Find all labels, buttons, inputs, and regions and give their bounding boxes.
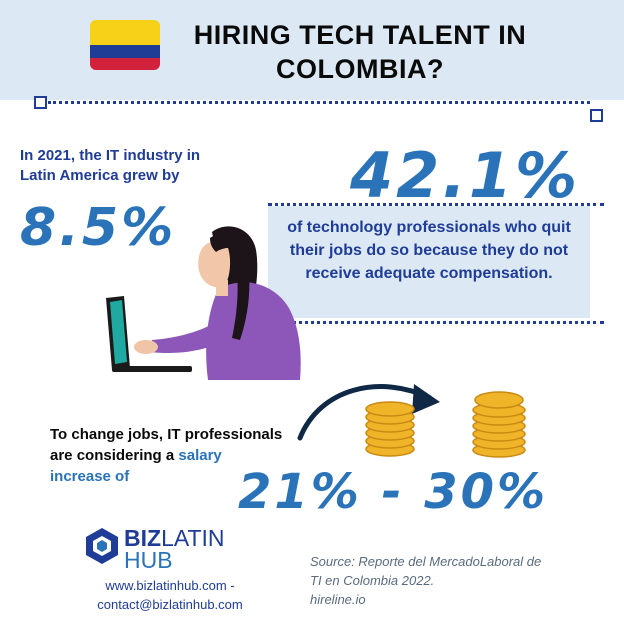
contact-info: www.bizlatinhub.com - contact@bizlatinhu… (60, 576, 280, 614)
growth-line-2: Latin America grew by (20, 167, 180, 184)
divider-dotted-line (48, 101, 590, 104)
quit-text-box (268, 206, 590, 318)
email-link[interactable]: contact@bizlatinhub.com (97, 597, 243, 612)
website-link[interactable]: www.bizlatinhub.com - (105, 578, 235, 593)
source-line-3: hireline.io (310, 592, 366, 607)
salary-highlight: salary (178, 447, 222, 464)
bizlatinhub-logo-icon (86, 528, 118, 564)
quit-value: 42.1% (350, 139, 581, 212)
salary-line-1: To change jobs, IT professionals (50, 426, 283, 443)
quit-text: of technology professionals who quit the… (287, 219, 571, 282)
coin-stack-small-icon (365, 401, 415, 457)
source-line-2: TI en Colombia 2022. (310, 573, 435, 588)
divider-square-icon (34, 96, 47, 109)
source-line-1: Source: Reporte del MercadoLaboral de (310, 554, 542, 569)
salary-line-2-prefix: are considering a (50, 447, 179, 464)
divider-square-icon (590, 109, 603, 122)
title-line-1: HIRING TECH TALENT IN (193, 20, 527, 50)
logo-latin: LATIN (161, 525, 225, 551)
quit-dotted-line-bottom (268, 321, 604, 324)
logo-wordmark: BIZLATIN (124, 526, 225, 550)
title-line-2: COLOMBIA? (276, 54, 444, 84)
page-title: HIRING TECH TALENT IN COLOMBIA? (170, 18, 550, 86)
growth-line-1: In 2021, the IT industry in (20, 147, 201, 164)
salary-line-2: are considering a salary (50, 445, 320, 466)
curved-arrow-icon (297, 384, 440, 441)
growth-value: 8.5% (20, 198, 177, 258)
colombia-flag-icon (90, 20, 160, 70)
source-citation: Source: Reporte del MercadoLaboral de TI… (310, 552, 610, 609)
logo-biz: BIZ (124, 525, 162, 551)
growth-text: In 2021, the IT industry in Latin Americ… (20, 146, 260, 186)
logo-hub: HUB (124, 547, 173, 573)
coin-stack-large-icon (472, 391, 526, 458)
woman-laptop-illustration (106, 226, 301, 380)
quit-dotted-line-top (268, 203, 604, 206)
salary-line-3: increase of (50, 468, 130, 485)
salary-text: To change jobs, IT professionals are con… (50, 424, 320, 487)
salary-value: 21% - 30% (238, 464, 549, 520)
